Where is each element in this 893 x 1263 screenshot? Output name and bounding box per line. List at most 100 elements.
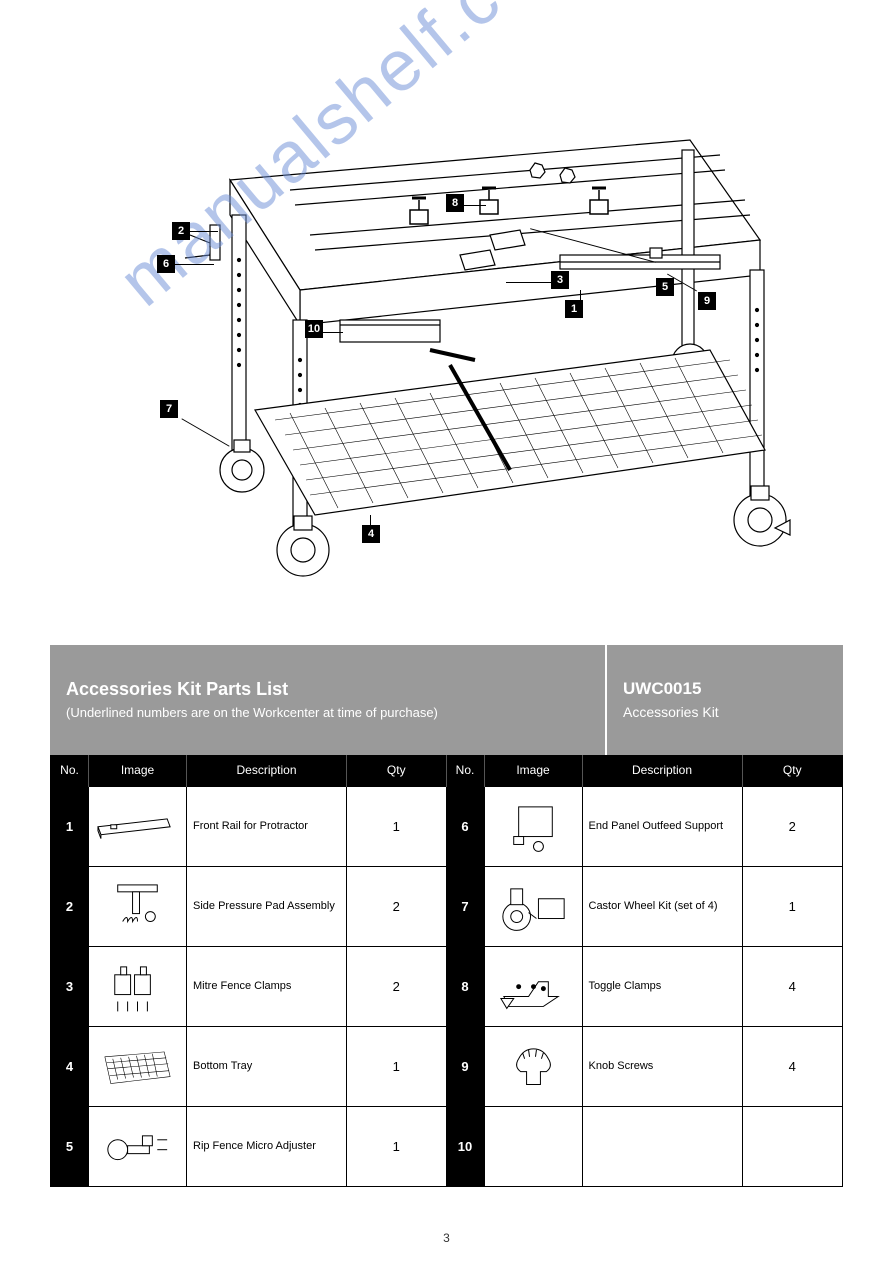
col-header-desc: Description: [187, 755, 347, 787]
callout-label: 10: [308, 323, 320, 335]
work-table-diagram: [110, 60, 810, 600]
cell-desc: Knob Screws: [583, 1027, 743, 1106]
page-container: 3 5 2 6 7 8 9 1 10 4 manualshelf.com Acc…: [0, 0, 893, 1263]
callout-label: 6: [163, 258, 169, 270]
col-header-qty: Qty: [347, 755, 447, 787]
callout-label: 8: [452, 197, 458, 209]
table-row: 4 Bottom Tray 1: [51, 1027, 447, 1107]
cell-image: [89, 947, 187, 1026]
table-row: 8 Toggle Clamps 4: [447, 947, 843, 1027]
cell-desc: Front Rail for Protractor: [187, 787, 347, 866]
cell-number: 1: [51, 787, 89, 866]
table-row: 10: [447, 1107, 843, 1187]
cell-qty: 1: [347, 787, 447, 866]
col-header-image: Image: [89, 755, 187, 787]
part-icon-rail: [93, 807, 182, 847]
cell-qty: 1: [347, 1107, 447, 1186]
table-row: 7 Castor Wheel Kit (set of 4) 1: [447, 867, 843, 947]
col-header-qty: Qty: [743, 755, 843, 787]
part-icon-tray: [93, 1042, 182, 1091]
table-right-column: 6 End Panel Outfeed Support 2 7 Castor W…: [447, 787, 843, 1187]
table-column-header: No. Image Description Qty No. Image Desc…: [50, 755, 843, 787]
cell-number: 6: [447, 787, 485, 866]
cell-image: [89, 1027, 187, 1106]
part-icon-knob: [489, 1037, 578, 1096]
table-row: 9 Knob Screws 4: [447, 1027, 843, 1107]
cell-desc: Toggle Clamps: [583, 947, 743, 1026]
cell-number: 9: [447, 1027, 485, 1106]
cell-number: 2: [51, 867, 89, 946]
callout-label: 5: [662, 281, 668, 293]
part-icon-outfeed: [489, 797, 578, 856]
cell-qty: 2: [743, 787, 843, 866]
leader-line: [323, 332, 343, 333]
callout-7: 7: [160, 400, 178, 418]
table-row: 6 End Panel Outfeed Support 2: [447, 787, 843, 867]
header-right: UWC0015 Accessories Kit: [605, 645, 843, 755]
table-row: 2 Side Pressure Pad Assembly 2: [51, 867, 447, 947]
cell-qty: 1: [743, 867, 843, 946]
part-icon-mitre-clamp: [93, 957, 182, 1016]
callout-label: 9: [704, 295, 710, 307]
table-header: Accessories Kit Parts List (Underlined n…: [50, 645, 843, 755]
col-header-desc: Description: [583, 755, 743, 787]
leader-line: [506, 282, 552, 283]
callout-4: 4: [362, 525, 380, 543]
leader-line: [580, 290, 581, 300]
cell-desc: Side Pressure Pad Assembly: [187, 867, 347, 946]
cell-desc: End Panel Outfeed Support: [583, 787, 743, 866]
callout-3: 3: [551, 271, 569, 289]
leader-line: [190, 231, 218, 232]
parts-table: Accessories Kit Parts List (Underlined n…: [50, 645, 843, 1187]
callout-1: 1: [565, 300, 583, 318]
header-left: Accessories Kit Parts List (Underlined n…: [50, 645, 605, 755]
part-icon-toggle-clamp: [489, 957, 578, 1016]
kit-name: Accessories Kit: [623, 703, 827, 721]
callout-9: 9: [698, 292, 716, 310]
cell-number: 3: [51, 947, 89, 1026]
callout-8: 8: [446, 194, 464, 212]
cell-qty: 1: [347, 1027, 447, 1106]
callout-10: 10: [305, 320, 323, 338]
cell-image: [485, 867, 583, 946]
col-header-no: No.: [51, 755, 89, 787]
cell-number: 8: [447, 947, 485, 1026]
header-title: Accessories Kit Parts List: [66, 678, 589, 701]
exploded-diagram: 3 5 2 6 7 8 9 1 10 4: [110, 60, 810, 600]
leader-line: [464, 205, 486, 206]
callout-label: 3: [557, 274, 563, 286]
leader-line: [174, 264, 214, 265]
cell-desc: Castor Wheel Kit (set of 4): [583, 867, 743, 946]
table-row: 5 Rip Fence Micro Adjuster 1: [51, 1107, 447, 1187]
table-left-column: 1 Front Rail for Protractor 1 2 Side Pre…: [51, 787, 447, 1187]
page-number: 3: [0, 1231, 893, 1245]
callout-label: 7: [166, 403, 172, 415]
cell-image: [89, 1107, 187, 1186]
header-subtitle: (Underlined numbers are on the Workcente…: [66, 705, 589, 722]
cell-desc: Bottom Tray: [187, 1027, 347, 1106]
cell-image: [89, 867, 187, 946]
kit-number: UWC0015: [623, 678, 827, 700]
callout-5: 5: [656, 278, 674, 296]
part-icon-pressure-pad: [93, 877, 182, 936]
callout-label: 2: [178, 225, 184, 237]
cell-image: [485, 1027, 583, 1106]
cell-image: [89, 787, 187, 866]
col-header-no: No.: [447, 755, 485, 787]
cell-image: [485, 947, 583, 1026]
cell-image: [485, 787, 583, 866]
cell-desc: [583, 1107, 743, 1186]
cell-qty: 4: [743, 947, 843, 1026]
table-row: 1 Front Rail for Protractor 1: [51, 787, 447, 867]
cell-desc: Rip Fence Micro Adjuster: [187, 1107, 347, 1186]
cell-qty: 4: [743, 1027, 843, 1106]
cell-qty: 2: [347, 867, 447, 946]
callout-label: 1: [571, 303, 577, 315]
cell-image: [485, 1107, 583, 1186]
cell-number: 7: [447, 867, 485, 946]
part-icon-castor: [489, 877, 578, 936]
callout-2: 2: [172, 222, 190, 240]
table-body: 1 Front Rail for Protractor 1 2 Side Pre…: [50, 787, 843, 1187]
part-icon-micro-adjuster: [93, 1122, 182, 1171]
cell-qty: 2: [347, 947, 447, 1026]
